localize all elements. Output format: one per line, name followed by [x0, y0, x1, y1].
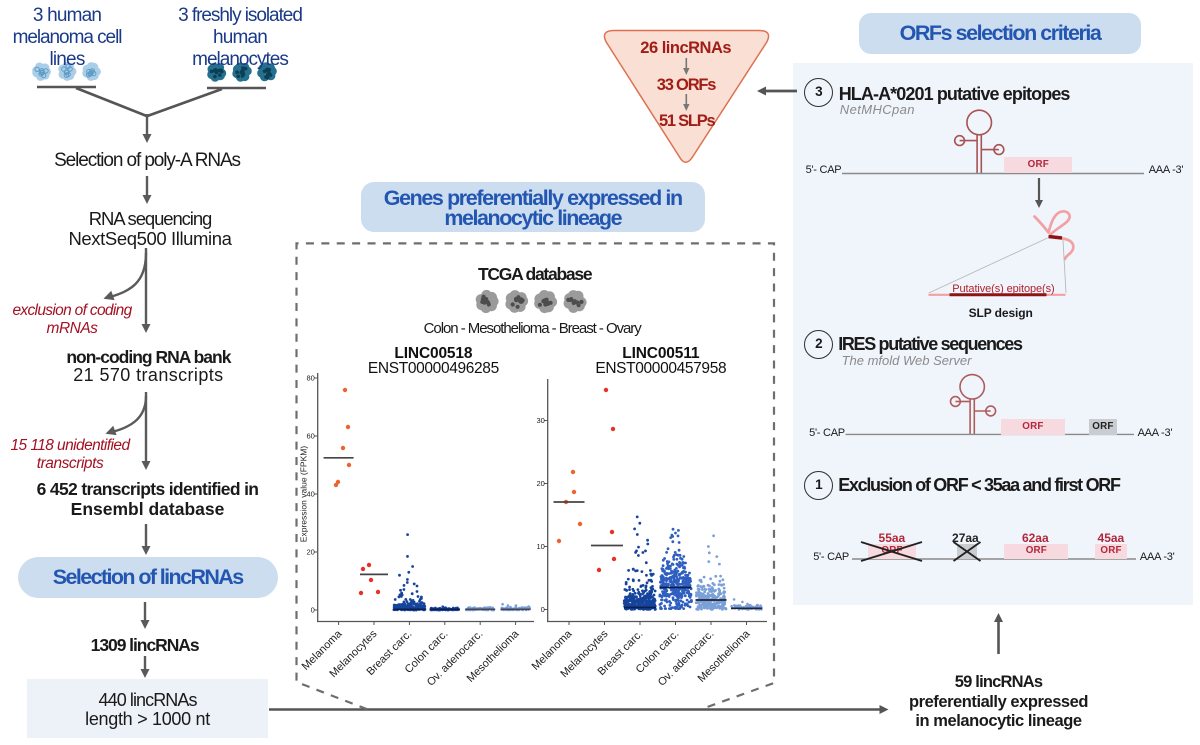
- svg-text:60: 60: [306, 432, 314, 441]
- svg-text:30: 30: [536, 416, 544, 425]
- svg-text:0: 0: [311, 606, 315, 615]
- svg-text:40: 40: [306, 490, 314, 499]
- svg-text:10: 10: [536, 542, 544, 551]
- svg-text:0: 0: [541, 605, 545, 614]
- svg-text:80: 80: [306, 374, 314, 383]
- svg-text:20: 20: [306, 548, 314, 557]
- svg-text:20: 20: [536, 479, 544, 488]
